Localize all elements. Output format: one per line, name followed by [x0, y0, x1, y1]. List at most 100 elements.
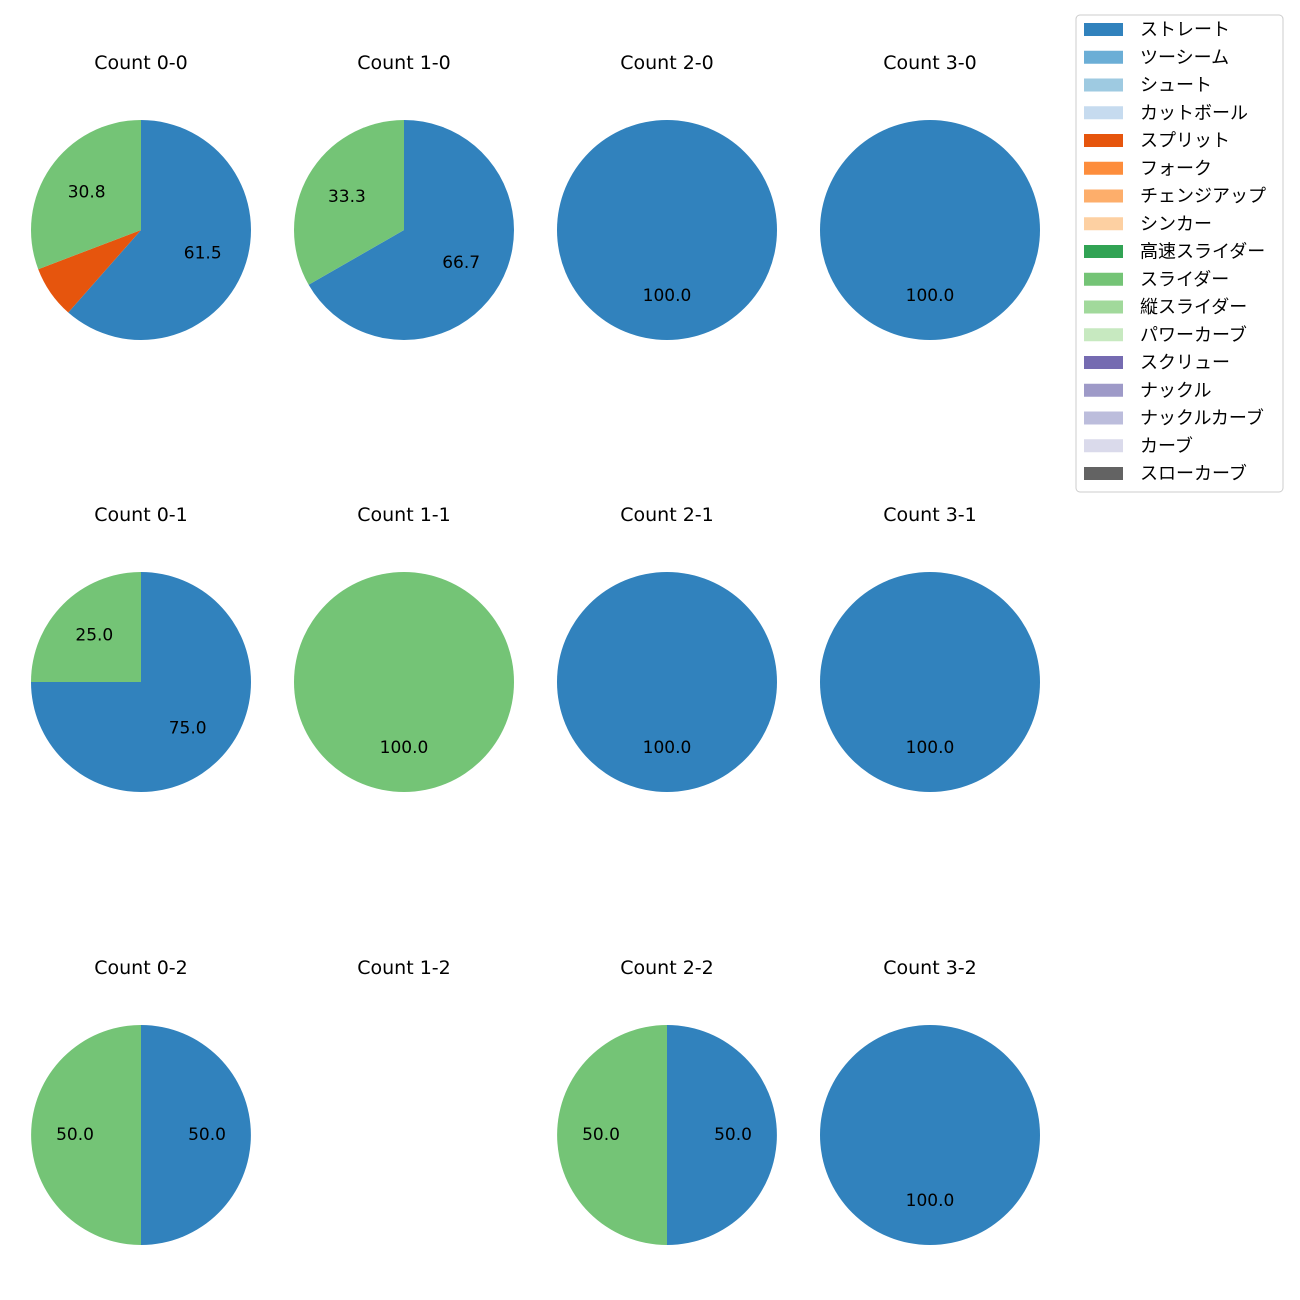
slice-percent-label: 50.0 [714, 1125, 752, 1145]
pie-slice-ストレート [820, 120, 1040, 340]
legend-swatch [1084, 300, 1123, 314]
slice-percent-label: 100.0 [380, 738, 429, 758]
pie-slice-ストレート [557, 572, 777, 792]
pie-slice-ストレート [820, 1025, 1040, 1245]
slice-percent-label: 75.0 [169, 719, 207, 739]
legend-swatch [1084, 356, 1123, 369]
pie-slice-ストレート [667, 1025, 777, 1245]
legend-label: チェンジアップ [1140, 186, 1266, 207]
pie-title: Count 1-1 [357, 504, 451, 526]
pie-7: Count 2-1 100.0 [557, 504, 777, 792]
pie-title: Count 1-0 [357, 52, 451, 74]
pie-4: Count 3-0 100.0 [820, 52, 1040, 340]
legend-label: ストレート [1140, 20, 1230, 41]
slice-percent-label: 100.0 [906, 286, 955, 306]
legend-entry: 縦スライダー [1084, 297, 1247, 318]
pie-3: Count 2-0 100.0 [557, 52, 777, 340]
pie-8: Count 3-1 100.0 [820, 504, 1040, 792]
legend-entry: ツーシーム [1084, 47, 1229, 68]
pie-slice-スライダー [293, 120, 404, 285]
legend-entry: シンカー [1084, 214, 1212, 235]
legend-label: スローカーブ [1140, 463, 1247, 485]
pie-1: Count 0-0 61.5 30.8 [30, 52, 251, 341]
pie-slice-ストレート [820, 572, 1040, 792]
pie-slice-ストレート [308, 120, 514, 340]
legend-swatch [1084, 328, 1123, 342]
slice-percent-label: 100.0 [643, 286, 692, 306]
pie-slice-ストレート [557, 120, 777, 340]
slice-percent-label: 50.0 [188, 1125, 226, 1145]
pie-slice-ストレート [141, 1025, 251, 1245]
slice-percent-label: 30.8 [68, 183, 106, 203]
pie-10: Count 1-2 [357, 957, 451, 979]
legend-label: 縦スライダー [1140, 297, 1247, 318]
pie-12: Count 3-2 100.0 [820, 957, 1040, 1245]
legend-swatch [1084, 467, 1123, 480]
pie-title: Count 3-1 [883, 504, 977, 526]
legend-label: パワーカーブ [1140, 324, 1247, 346]
legend-label: ツーシーム [1140, 47, 1229, 68]
pie-title: Count 0-1 [94, 504, 188, 526]
pie-2: Count 1-0 66.7 33.3 [293, 52, 514, 340]
legend-swatch [1084, 383, 1123, 397]
slice-percent-label: 25.0 [75, 625, 113, 645]
pie-slice-スライダー [31, 1025, 141, 1245]
slice-percent-label: 33.3 [328, 187, 366, 207]
legend-label: フォーク [1140, 158, 1212, 179]
pie-title: Count 0-0 [94, 52, 188, 74]
legend-entry: スプリット [1084, 131, 1230, 152]
legend-entry: カーブ [1084, 435, 1193, 457]
pie-5: Count 0-1 75.0 25.0 [31, 504, 251, 792]
slice-percent-label: 50.0 [582, 1125, 620, 1145]
pie-title: Count 2-1 [620, 504, 714, 526]
legend-label: スクリュー [1140, 353, 1230, 374]
legend-swatch [1084, 106, 1123, 120]
legend-frame [1075, 14, 1284, 493]
legend-label: 高速スライダー [1140, 242, 1265, 263]
slice-percent-label: 100.0 [906, 738, 955, 758]
legend-swatch [1084, 189, 1123, 203]
pie-slice-ストレート [68, 120, 251, 341]
legend-swatch [1084, 161, 1123, 175]
legend-label: スプリット [1140, 131, 1230, 152]
pie-slice-スライダー [294, 572, 514, 792]
pie-slice-スライダー [30, 120, 141, 270]
legend-swatch [1084, 134, 1123, 147]
legend-entry: スローカーブ [1084, 463, 1247, 485]
legend-swatch [1084, 78, 1123, 92]
legend-entry: スライダー [1084, 269, 1229, 290]
pie-slice-スプリット [38, 230, 141, 313]
legend-label: ナックル [1140, 380, 1211, 401]
legend-swatch [1084, 411, 1123, 425]
legend-entry: シュート [1084, 75, 1212, 96]
pie-11: Count 2-2 50.0 50.0 [557, 957, 777, 1245]
legend-entry: フォーク [1084, 158, 1212, 179]
legend-label: シュート [1140, 75, 1212, 96]
legend-label: スライダー [1140, 269, 1229, 290]
legend-swatch [1084, 245, 1123, 258]
pie-slice-スライダー [557, 1025, 667, 1245]
legend-entry: ナックルカーブ [1084, 407, 1264, 429]
legend-label: シンカー [1140, 214, 1212, 235]
legend-swatch [1084, 23, 1123, 36]
slice-percent-label: 100.0 [643, 738, 692, 758]
pie-title: Count 1-2 [357, 957, 451, 979]
pie-title: Count 2-2 [620, 957, 714, 979]
legend-swatch [1084, 217, 1123, 231]
slice-percent-label: 61.5 [184, 243, 222, 263]
legend-entry: カットボール [1084, 103, 1248, 124]
pie-9: Count 0-2 50.0 50.0 [31, 957, 251, 1245]
pie-slice-スライダー [31, 572, 141, 682]
legend-entry: スクリュー [1084, 353, 1230, 374]
slice-percent-label: 100.0 [906, 1191, 955, 1211]
slice-percent-label: 50.0 [56, 1125, 94, 1145]
legend-entry: ナックル [1084, 380, 1211, 401]
legend-label: カットボール [1140, 103, 1248, 124]
legend-swatch [1084, 272, 1123, 286]
pie-title: Count 3-2 [883, 957, 977, 979]
legend-label: カーブ [1140, 435, 1193, 457]
legend-entry: チェンジアップ [1084, 186, 1266, 207]
slice-percent-label: 66.7 [442, 253, 480, 273]
